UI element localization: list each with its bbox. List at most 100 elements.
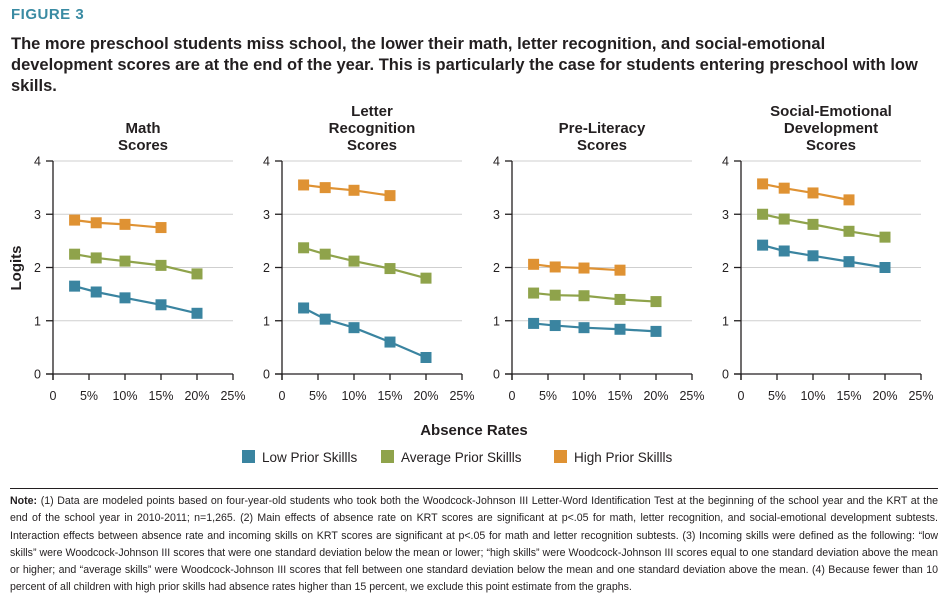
y-tick-label: 4 <box>493 155 500 169</box>
data-point <box>384 263 396 275</box>
data-point <box>614 323 626 335</box>
data-point <box>298 179 310 191</box>
data-point <box>614 293 626 305</box>
y-tick-label: 3 <box>722 208 729 222</box>
data-point <box>549 261 561 273</box>
x-axis-label: Absence Rates <box>420 422 528 439</box>
data-point <box>90 252 102 264</box>
note-divider <box>10 488 938 489</box>
series-line <box>303 183 391 197</box>
y-tick-label: 2 <box>493 261 500 275</box>
series-line <box>533 263 621 272</box>
panel-title-line: Scores <box>118 137 168 154</box>
figure-label: FIGURE 3 <box>11 6 85 23</box>
data-point <box>420 272 432 284</box>
data-point <box>528 317 540 329</box>
x-tick-label: 20% <box>413 389 438 403</box>
data-point <box>298 302 310 314</box>
data-point <box>69 248 81 260</box>
x-tick-label: 15% <box>607 389 632 403</box>
data-point <box>807 218 819 230</box>
x-tick-label: 20% <box>872 389 897 403</box>
x-tick-label: 0 <box>509 389 516 403</box>
x-tick-label: 5% <box>309 389 327 403</box>
data-point <box>578 322 590 334</box>
panel-title-line: Letter <box>351 103 393 120</box>
panel-title-line: Scores <box>347 137 397 154</box>
data-point <box>778 182 790 194</box>
x-tick-label: 10% <box>800 389 825 403</box>
panel-title-line: Scores <box>806 137 856 154</box>
y-tick-label: 2 <box>722 261 729 275</box>
x-tick-label: 20% <box>184 389 209 403</box>
data-point <box>348 322 360 334</box>
y-tick-label: 3 <box>493 208 500 222</box>
data-point <box>191 307 203 319</box>
y-tick-label: 3 <box>34 208 41 222</box>
series-line <box>762 182 850 201</box>
legend-label: Average Prior Skillls <box>401 450 522 465</box>
data-point <box>549 289 561 301</box>
note-text: Note: (1) Data are modeled points based … <box>10 493 938 597</box>
data-point <box>528 258 540 270</box>
legend-swatch <box>242 450 255 463</box>
x-tick-label: 25% <box>908 389 933 403</box>
data-point <box>578 290 590 302</box>
data-point <box>319 248 331 260</box>
data-point <box>69 214 81 226</box>
y-tick-label: 0 <box>34 368 41 382</box>
figure-title: The more preschool students miss school,… <box>11 35 918 95</box>
panel-title-line: Math <box>126 120 161 137</box>
data-point <box>650 325 662 337</box>
data-point <box>119 292 131 304</box>
data-point <box>319 313 331 325</box>
x-tick-label: 25% <box>449 389 474 403</box>
panel-title-line: Development <box>784 120 878 137</box>
data-point <box>298 242 310 254</box>
x-tick-label: 5% <box>768 389 786 403</box>
data-point <box>191 268 203 280</box>
data-point <box>90 217 102 229</box>
x-tick-label: 15% <box>836 389 861 403</box>
panel-title-line: Social-Emotional <box>770 103 892 120</box>
y-tick-label: 0 <box>263 368 270 382</box>
x-tick-label: 5% <box>539 389 557 403</box>
y-tick-label: 3 <box>263 208 270 222</box>
x-tick-label: 15% <box>148 389 173 403</box>
data-point <box>757 178 769 190</box>
y-tick-label: 4 <box>722 155 729 169</box>
y-tick-label: 1 <box>34 314 41 328</box>
panel-title-line: Recognition <box>329 120 416 137</box>
data-point <box>757 208 769 220</box>
data-point <box>155 299 167 311</box>
data-point <box>69 280 81 292</box>
y-tick-label: 2 <box>263 261 270 275</box>
y-axis-label: Logits <box>8 246 25 291</box>
x-tick-label: 15% <box>377 389 402 403</box>
x-tick-label: 0 <box>279 389 286 403</box>
data-point <box>879 262 891 273</box>
x-tick-label: 25% <box>220 389 245 403</box>
x-tick-label: 0 <box>50 389 57 403</box>
y-tick-label: 2 <box>34 261 41 275</box>
x-tick-label: 20% <box>643 389 668 403</box>
x-tick-label: 10% <box>112 389 137 403</box>
data-point <box>549 320 561 332</box>
data-point <box>90 286 102 298</box>
y-tick-label: 4 <box>34 155 41 169</box>
data-point <box>778 245 790 257</box>
data-point <box>528 287 540 299</box>
x-tick-label: 5% <box>80 389 98 403</box>
data-point <box>384 190 396 202</box>
data-point <box>578 262 590 274</box>
data-point <box>155 259 167 271</box>
data-point <box>420 351 432 363</box>
series-line <box>74 219 162 229</box>
data-point <box>843 194 855 206</box>
data-point <box>807 250 819 262</box>
data-point <box>319 182 331 194</box>
data-point <box>348 184 360 196</box>
data-point <box>384 336 396 348</box>
data-point <box>650 296 662 308</box>
